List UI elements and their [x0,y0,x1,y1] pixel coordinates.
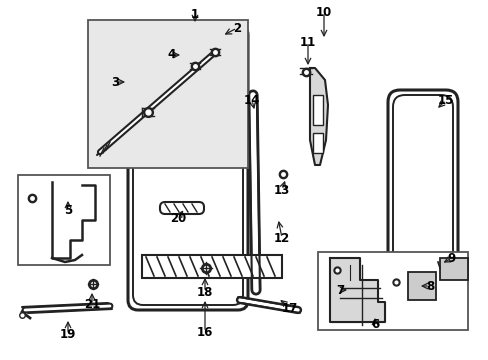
Text: 16: 16 [196,325,213,338]
Text: 6: 6 [370,319,378,332]
Text: 1: 1 [190,8,199,21]
Text: 18: 18 [196,285,213,298]
Polygon shape [309,68,327,165]
Text: 15: 15 [437,94,453,107]
Bar [312,133,323,153]
Bar [407,272,435,300]
Text: 14: 14 [244,94,260,107]
Text: 5: 5 [64,203,72,216]
Text: 13: 13 [273,184,289,197]
Bar [312,95,323,125]
Bar [88,20,247,168]
Bar [142,255,282,278]
Text: 7: 7 [335,284,344,297]
Bar [18,175,110,265]
Bar [439,258,467,280]
Bar [317,252,467,330]
Polygon shape [329,258,384,322]
Text: 9: 9 [447,252,455,265]
Text: 3: 3 [111,76,119,89]
Text: 17: 17 [281,302,298,315]
Text: 11: 11 [299,36,315,49]
Text: 2: 2 [232,22,241,35]
Text: 21: 21 [84,298,100,311]
Text: 4: 4 [167,49,176,62]
Text: 8: 8 [425,279,433,292]
Text: 12: 12 [273,231,289,244]
Text: 19: 19 [60,328,76,341]
Text: 20: 20 [169,211,186,225]
Text: 10: 10 [315,5,331,18]
FancyBboxPatch shape [160,202,203,214]
